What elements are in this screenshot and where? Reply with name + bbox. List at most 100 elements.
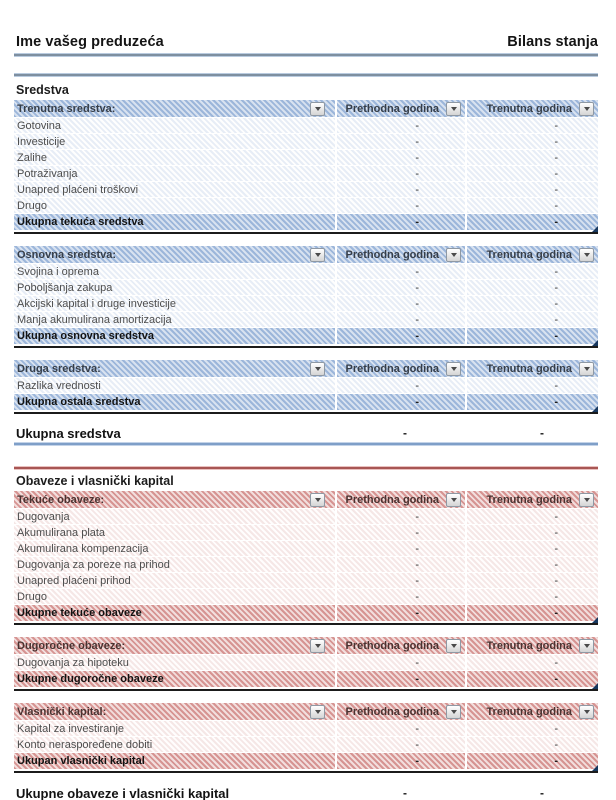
other-assets-table: Druga sredstva: Prethodna godina Trenutn… — [14, 360, 598, 414]
filter-arrow-icon — [583, 106, 590, 111]
curr-year-value-cell[interactable]: - — [467, 655, 598, 671]
curr-year-value-cell[interactable]: - — [467, 118, 598, 134]
prev-year-value-cell[interactable]: - — [337, 509, 465, 525]
prev-year-column-header: Prethodna godina — [345, 362, 440, 375]
prev-year-total-cell[interactable]: - — [337, 605, 465, 621]
prev-year-value-cell[interactable]: - — [337, 737, 465, 753]
row-label: Drugo — [14, 589, 335, 605]
curr-year-value-cell[interactable]: - — [467, 134, 598, 150]
curr-year-value-cell[interactable]: - — [467, 378, 598, 394]
curr-year-value-cell[interactable]: - — [467, 264, 598, 280]
prev-year-value-cell[interactable]: - — [337, 118, 465, 134]
table-header-label: Druga sredstva: — [17, 362, 101, 375]
curr-year-value-cell[interactable]: - — [467, 737, 598, 753]
curr-year-value-cell[interactable]: - — [467, 166, 598, 182]
filter-dropdown-button[interactable] — [310, 704, 325, 719]
filter-dropdown-button[interactable] — [310, 638, 325, 653]
filter-dropdown-button[interactable] — [310, 247, 325, 262]
prev-year-value-cell[interactable]: - — [337, 264, 465, 280]
prev-year-value-cell[interactable]: - — [337, 312, 465, 328]
total-assets-label: Ukupna sredstva — [16, 425, 121, 441]
filter-dropdown-button[interactable] — [579, 638, 594, 653]
filter-dropdown-button[interactable] — [579, 704, 594, 719]
prev-year-value-cell[interactable]: - — [337, 198, 465, 214]
curr-year-value-cell[interactable]: - — [467, 589, 598, 605]
total-assets-row: Ukupna sredstva - - — [14, 424, 598, 442]
curr-year-value-cell[interactable]: - — [467, 182, 598, 198]
table-header-row: Druga sredstva: Prethodna godina Trenutn… — [14, 360, 598, 378]
curr-year-total-cell[interactable]: - — [467, 214, 598, 230]
curr-year-value-cell[interactable]: - — [467, 296, 598, 312]
curr-year-value-cell[interactable]: - — [467, 525, 598, 541]
prev-year-value-cell[interactable]: - — [337, 557, 465, 573]
table-row: Svojina i oprema - - — [14, 264, 598, 280]
filter-dropdown-button[interactable] — [446, 638, 461, 653]
curr-year-grand-total-cell[interactable]: - — [540, 786, 544, 800]
curr-year-value-cell[interactable]: - — [467, 198, 598, 214]
prev-year-grand-total-cell[interactable]: - — [403, 786, 407, 800]
curr-year-value-cell[interactable]: - — [467, 541, 598, 557]
curr-year-total-cell[interactable]: - — [467, 753, 598, 769]
filter-dropdown-button[interactable] — [446, 247, 461, 262]
row-label: Investicije — [14, 134, 335, 150]
curr-year-value-cell[interactable]: - — [467, 280, 598, 296]
row-label: Akumulirana plata — [14, 525, 335, 541]
curr-year-value-cell[interactable]: - — [467, 312, 598, 328]
prev-year-value-cell[interactable]: - — [337, 280, 465, 296]
prev-year-column-header: Prethodna godina — [345, 248, 440, 261]
prev-year-value-cell[interactable]: - — [337, 655, 465, 671]
filter-dropdown-button[interactable] — [579, 492, 594, 507]
row-label: Manja akumulirana amortizacija — [14, 312, 335, 328]
table-row: Dugovanja za poreze na prihod - - — [14, 557, 598, 573]
curr-year-value-cell[interactable]: - — [467, 573, 598, 589]
prev-year-column-header: Prethodna godina — [345, 493, 440, 506]
prev-year-value-cell[interactable]: - — [337, 150, 465, 166]
filter-dropdown-button[interactable] — [579, 247, 594, 262]
curr-year-value-cell[interactable]: - — [467, 557, 598, 573]
filter-dropdown-button[interactable] — [579, 101, 594, 116]
filter-dropdown-button[interactable] — [310, 361, 325, 376]
curr-year-total-cell[interactable]: - — [467, 671, 598, 687]
filter-dropdown-button[interactable] — [310, 101, 325, 116]
curr-year-value-cell[interactable]: - — [467, 509, 598, 525]
prev-year-value-cell[interactable]: - — [337, 378, 465, 394]
prev-year-value-cell[interactable]: - — [337, 589, 465, 605]
curr-year-grand-total-cell[interactable]: - — [540, 426, 544, 440]
assets-section-title: Sredstva — [16, 83, 69, 97]
curr-year-total-cell[interactable]: - — [467, 328, 598, 344]
prev-year-value-cell[interactable]: - — [337, 296, 465, 312]
prev-year-total-cell[interactable]: - — [337, 753, 465, 769]
curr-year-value-cell[interactable]: - — [467, 721, 598, 737]
prev-year-value-cell[interactable]: - — [337, 182, 465, 198]
table-total-row: Ukupna ostala sredstva - - — [14, 394, 598, 414]
total-liabilities-equity-row: Ukupne obaveze i vlasnički kapital - - — [14, 784, 598, 800]
filter-dropdown-button[interactable] — [446, 101, 461, 116]
filter-dropdown-button[interactable] — [579, 361, 594, 376]
prev-year-value-cell[interactable]: - — [337, 573, 465, 589]
filter-dropdown-button[interactable] — [446, 361, 461, 376]
prev-year-total-cell[interactable]: - — [337, 394, 465, 410]
row-label: Razlika vrednosti — [14, 378, 335, 394]
prev-year-total-cell[interactable]: - — [337, 328, 465, 344]
prev-year-total-cell[interactable]: - — [337, 671, 465, 687]
prev-year-grand-total-cell[interactable]: - — [403, 426, 407, 440]
prev-year-value-cell[interactable]: - — [337, 134, 465, 150]
filter-dropdown-button[interactable] — [446, 492, 461, 507]
filter-dropdown-button[interactable] — [446, 704, 461, 719]
curr-year-value-cell[interactable]: - — [467, 150, 598, 166]
prev-year-value-cell[interactable]: - — [337, 721, 465, 737]
corner-marker-icon — [592, 226, 598, 232]
prev-year-value-cell[interactable]: - — [337, 166, 465, 182]
prev-year-value-cell[interactable]: - — [337, 541, 465, 557]
liabilities-section-rule — [14, 466, 598, 470]
prev-year-total-cell[interactable]: - — [337, 214, 465, 230]
curr-year-total-cell[interactable]: - — [467, 394, 598, 410]
table-row: Akumulirana kompenzacija - - — [14, 541, 598, 557]
row-label: Poboljšanja zakupa — [14, 280, 335, 296]
curr-year-total-cell[interactable]: - — [467, 605, 598, 621]
filter-arrow-icon — [450, 497, 457, 502]
prev-year-value-cell[interactable]: - — [337, 525, 465, 541]
filter-dropdown-button[interactable] — [310, 492, 325, 507]
total-label: Ukupne tekuće obaveze — [14, 605, 335, 621]
owner-equity-table: Vlasnički kapital: Prethodna godina Tren… — [14, 703, 598, 773]
